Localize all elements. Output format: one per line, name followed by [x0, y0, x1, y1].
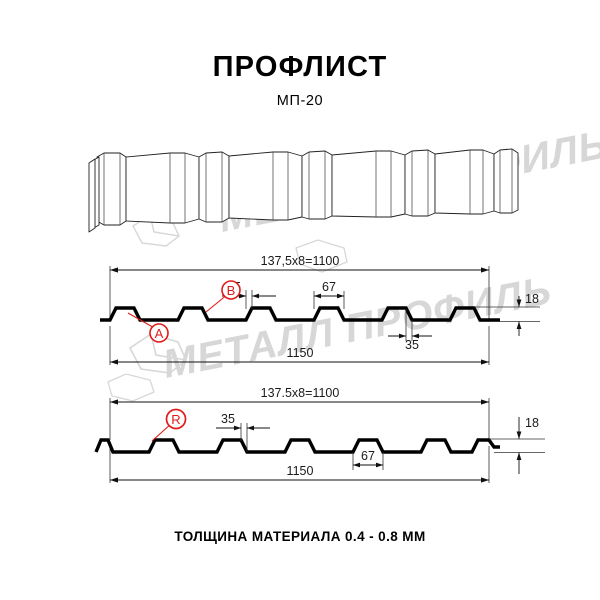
- edge-detail-right-top: [474, 306, 540, 322]
- dimension-label-67-top: 67: [322, 280, 336, 294]
- page-subtitle: МП-20: [276, 93, 324, 110]
- dimension-67-top: 67: [313, 280, 345, 309]
- watermark-main: МЕТАЛЛ ПРОФИЛЬ: [159, 268, 555, 387]
- profile-outline-front: [100, 306, 500, 322]
- dimension-label-35-back: 35: [221, 412, 235, 426]
- dimension-height-18-bottom: 18: [516, 416, 539, 474]
- profile-outline-back: [94, 438, 500, 454]
- profiled-sheet-3d-view: [88, 148, 519, 233]
- callout-b: B: [205, 280, 241, 313]
- dimension-bottom-1150: 1150: [110, 346, 489, 365]
- dimension-label-height-top: 18: [525, 292, 539, 306]
- dimension-top-1100-back: 137.5x8=1100: [110, 386, 489, 405]
- dimension-67-back: 67: [352, 449, 384, 470]
- dimension-label-bottom: 1150: [287, 346, 314, 360]
- dimension-label-bottom-back: 1150: [287, 464, 314, 478]
- metall-profil-polygon-logo-small-2: [107, 373, 155, 402]
- edge-detail-right-bottom: [489, 438, 545, 453]
- extension-lines-top: [109, 266, 490, 365]
- dimension-label-top: 137,5x8=1100: [261, 254, 340, 268]
- callout-a: A: [127, 312, 169, 343]
- dimension-top-1100: 137,5x8=1100: [110, 254, 489, 273]
- material-thickness-note: ТОЛЩИНА МАТЕРИАЛА 0.4 - 0.8 ММ: [174, 529, 426, 544]
- page-title: ПРОФЛИСТ: [212, 51, 388, 83]
- cross-section-back: 137.5x8=1100 18: [94, 386, 545, 483]
- cross-section-front: 137,5x8=1100 18: [100, 254, 540, 365]
- dimension-bottom-1150-back: 1150: [110, 464, 489, 483]
- dimension-label-top-back: 137.5x8=1100: [261, 386, 340, 400]
- dimension-label-35-lower: 35: [405, 338, 419, 352]
- dimension-label-height-bottom: 18: [525, 416, 539, 430]
- title-block: ПРОФЛИСТ МП-20: [0, 51, 600, 110]
- dimension-35-back: 35: [216, 412, 270, 452]
- callout-r-label: R: [171, 412, 180, 427]
- dimension-height-18-top: 18: [516, 292, 539, 336]
- footer-block: ТОЛЩИНА МАТЕРИАЛА 0.4 - 0.8 ММ: [0, 529, 600, 544]
- metall-profil-polygon-logo-small: [295, 239, 348, 273]
- callout-a-label: A: [155, 326, 164, 341]
- callout-r: R: [151, 408, 187, 442]
- metall-profil-polygon-logo-main-inner: [150, 333, 187, 361]
- watermark-text-main: МЕТАЛЛ ПРОФИЛЬ: [159, 268, 555, 387]
- extension-lines-bottom: [109, 398, 490, 483]
- dimension-35-lower: 35: [388, 309, 432, 352]
- callout-b-label: B: [227, 283, 236, 298]
- dimension-label-67-back: 67: [361, 449, 375, 463]
